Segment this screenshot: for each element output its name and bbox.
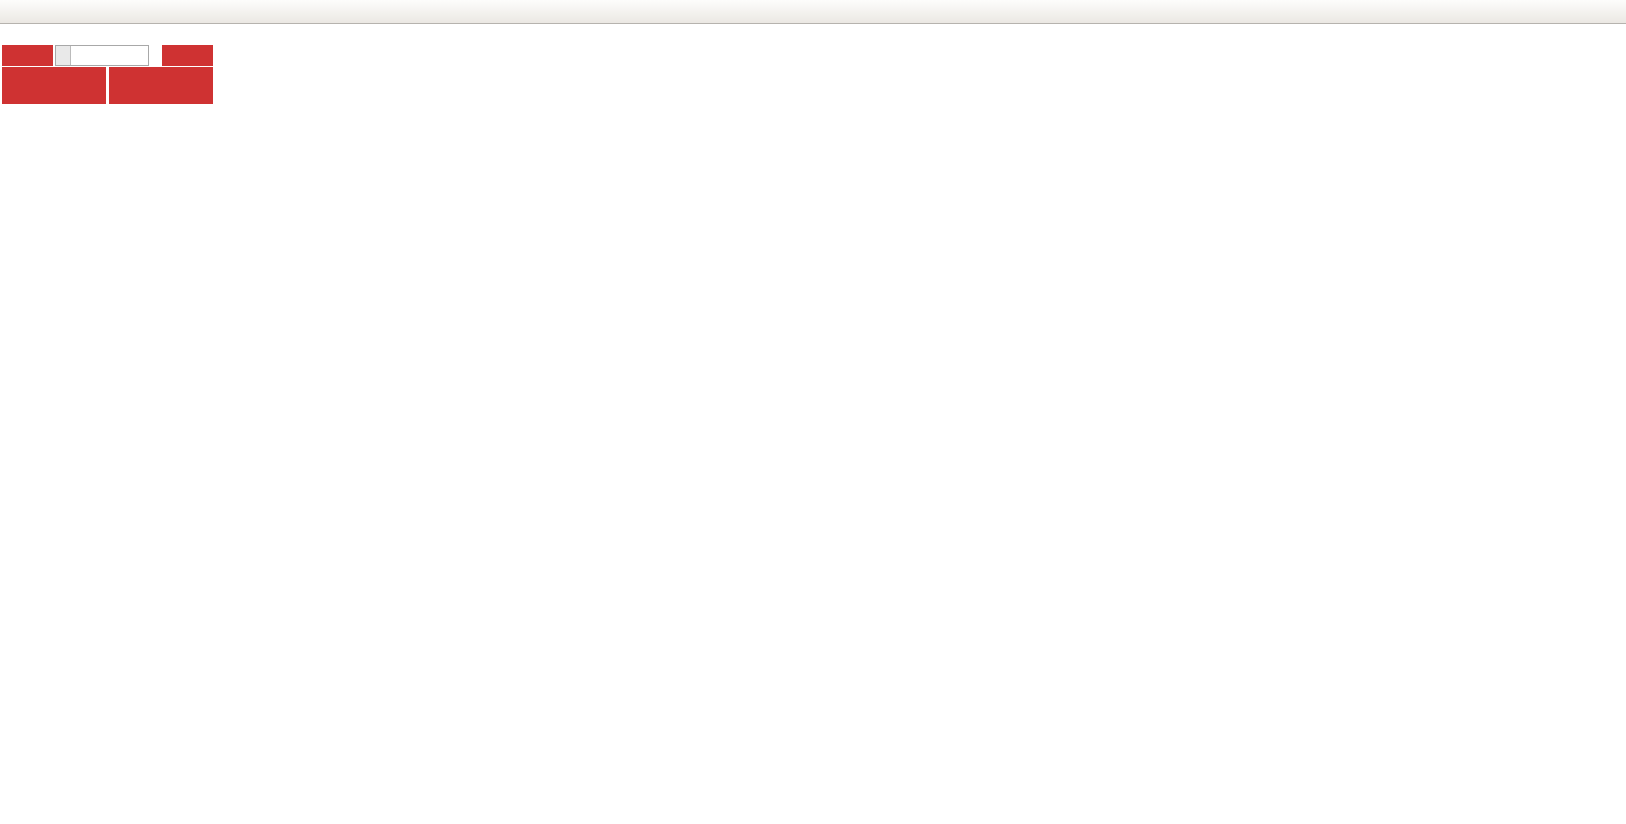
sell-button[interactable]	[2, 45, 53, 66]
time-axis[interactable]	[0, 776, 1545, 794]
chart-canvas[interactable]	[0, 24, 1626, 796]
bid-price-display[interactable]	[2, 67, 106, 104]
buy-button[interactable]	[162, 45, 213, 66]
volume-input[interactable]	[71, 46, 148, 65]
main-toolbar	[0, 0, 1626, 24]
volume-dropdown[interactable]	[56, 46, 71, 65]
volume-field-group	[55, 45, 149, 66]
trade-panel-top-row	[2, 45, 213, 66]
price-axis[interactable]	[1546, 24, 1626, 776]
ask-price-display[interactable]	[109, 67, 213, 104]
trade-panel-price-row	[2, 67, 213, 104]
one-click-trading-panel	[2, 45, 213, 104]
